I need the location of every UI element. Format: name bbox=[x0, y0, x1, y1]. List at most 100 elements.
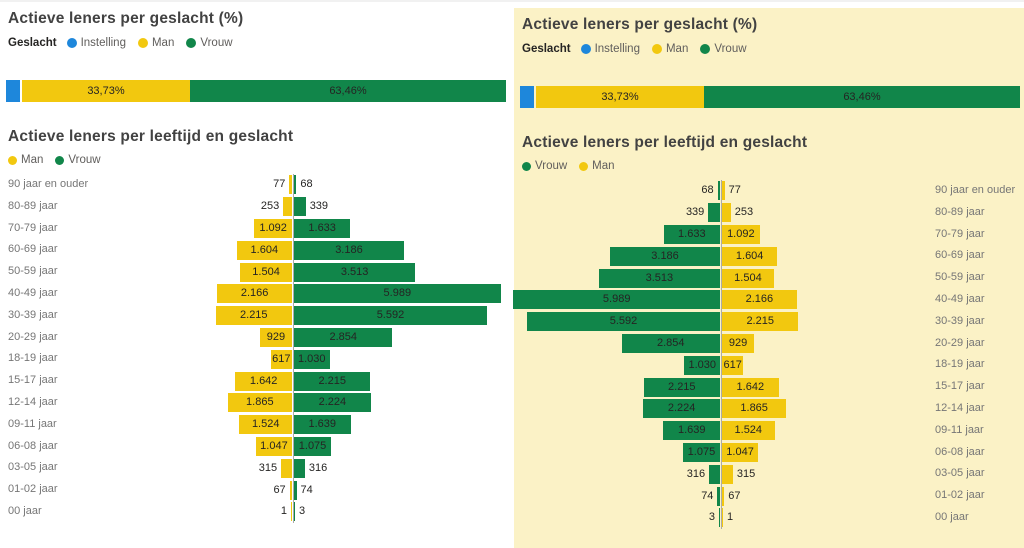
age-axis-label: 09-11 jaar bbox=[935, 423, 984, 436]
vrouw-bar[interactable] bbox=[684, 355, 720, 375]
vrouw-bar[interactable] bbox=[294, 240, 404, 260]
man-bar[interactable] bbox=[227, 393, 292, 413]
vrouw-bar[interactable] bbox=[294, 284, 501, 304]
vrouw-bar[interactable] bbox=[294, 480, 297, 500]
age-axis-label: 20-29 jaar bbox=[8, 330, 58, 343]
man-bar[interactable] bbox=[722, 268, 774, 288]
vrouw-bar[interactable] bbox=[643, 377, 720, 397]
man-bar[interactable] bbox=[722, 225, 760, 244]
vrouw-bar[interactable] bbox=[294, 415, 351, 435]
man-bar[interactable] bbox=[722, 181, 725, 201]
man-bar[interactable] bbox=[722, 377, 779, 397]
age-axis-label: 03-05 jaar bbox=[8, 461, 58, 474]
vrouw-bar[interactable] bbox=[294, 371, 371, 391]
man-bar[interactable] bbox=[722, 464, 733, 484]
instelling-bar-segment[interactable] bbox=[520, 86, 534, 108]
instelling-bar-segment[interactable] bbox=[6, 80, 20, 102]
vrouw-bar[interactable] bbox=[294, 219, 351, 238]
man-bar[interactable] bbox=[722, 355, 744, 375]
vrouw-bar[interactable] bbox=[294, 262, 416, 282]
vrouw-bar[interactable] bbox=[294, 328, 393, 347]
vrouw-bar[interactable] bbox=[294, 502, 295, 522]
bar-value-label: 3 bbox=[708, 511, 715, 524]
vrouw-bar[interactable] bbox=[643, 399, 720, 419]
man-bar[interactable] bbox=[217, 284, 292, 304]
vrouw-bar[interactable] bbox=[708, 203, 720, 223]
vrouw-bar[interactable] bbox=[294, 349, 330, 369]
legend-item-man[interactable]: Man bbox=[8, 154, 43, 166]
legend-item-vrouw[interactable]: Vrouw bbox=[55, 154, 101, 166]
man-bar-segment[interactable]: 33,73% bbox=[21, 80, 190, 102]
bar-value-label: 617 bbox=[272, 352, 291, 365]
man-bar[interactable] bbox=[259, 328, 292, 347]
legend-label: Vrouw bbox=[200, 37, 233, 49]
man-bar[interactable] bbox=[236, 240, 292, 260]
man-bar[interactable] bbox=[722, 334, 755, 353]
man-bar[interactable] bbox=[722, 290, 797, 310]
man-bar[interactable] bbox=[289, 480, 292, 500]
vrouw-bar[interactable] bbox=[621, 334, 720, 353]
vrouw-bar[interactable] bbox=[610, 246, 720, 266]
man-bar[interactable] bbox=[722, 203, 731, 223]
man-bar[interactable] bbox=[722, 486, 725, 506]
man-bar-segment[interactable]: 33,73% bbox=[535, 86, 704, 108]
vrouw-bar[interactable] bbox=[717, 486, 720, 506]
bar-value-label: 5.592 bbox=[609, 315, 638, 328]
man-bar[interactable] bbox=[722, 508, 723, 528]
bar-value-label: 1.047 bbox=[726, 446, 754, 458]
vrouw-bar[interactable] bbox=[717, 181, 720, 201]
man-bar[interactable] bbox=[291, 502, 292, 522]
bar-value-label: 1.604 bbox=[250, 243, 279, 256]
age-axis-label: 70-79 jaar bbox=[935, 227, 985, 240]
man-bar[interactable] bbox=[270, 349, 292, 369]
man-bar[interactable] bbox=[283, 197, 292, 217]
legend-item-vrouw[interactable]: Vrouw bbox=[522, 160, 567, 172]
legend-item-vrouw[interactable]: Vrouw bbox=[700, 43, 747, 55]
vrouw-bar[interactable] bbox=[294, 175, 297, 195]
man-bar[interactable] bbox=[215, 306, 292, 326]
legend-item-vrouw[interactable]: Vrouw bbox=[186, 37, 233, 49]
man-bar[interactable] bbox=[239, 415, 292, 435]
vrouw-bar[interactable] bbox=[294, 458, 305, 478]
man-bar[interactable] bbox=[722, 399, 787, 419]
vrouw-bar[interactable] bbox=[663, 225, 720, 244]
man-bar[interactable] bbox=[281, 458, 292, 478]
vrouw-bar[interactable] bbox=[294, 393, 371, 413]
vrouw-bar[interactable] bbox=[294, 437, 332, 456]
man-bar[interactable] bbox=[235, 371, 292, 391]
vrouw-bar[interactable] bbox=[598, 268, 720, 288]
vrouw-bar[interactable] bbox=[527, 312, 720, 332]
legend-label: Man bbox=[665, 43, 689, 55]
vrouw-bar[interactable] bbox=[513, 290, 720, 310]
age-axis-label: 90 jaar en ouder bbox=[8, 178, 89, 190]
vrouw-swatch-icon bbox=[186, 38, 197, 48]
vrouw-bar[interactable] bbox=[719, 508, 720, 528]
man-bar[interactable] bbox=[722, 443, 759, 462]
vrouw-bar-segment[interactable]: 63,46% bbox=[189, 80, 506, 102]
man-bar[interactable] bbox=[289, 175, 292, 195]
vrouw-swatch-icon bbox=[522, 161, 531, 171]
bar-value-label: 1.524 bbox=[251, 418, 280, 431]
vrouw-bar[interactable] bbox=[294, 306, 487, 326]
legend-item-instelling[interactable]: Instelling bbox=[66, 37, 126, 49]
man-bar[interactable] bbox=[240, 262, 292, 282]
instelling-swatch-icon bbox=[66, 38, 77, 48]
man-bar[interactable] bbox=[722, 421, 775, 441]
vrouw-bar-segment[interactable]: 63,46% bbox=[703, 86, 1020, 108]
instelling-swatch-icon bbox=[580, 44, 591, 54]
man-bar[interactable] bbox=[255, 437, 292, 456]
legend-item-man[interactable]: Man bbox=[579, 160, 615, 172]
man-bar[interactable] bbox=[254, 219, 292, 238]
vrouw-bar[interactable] bbox=[663, 421, 720, 441]
age-axis-label: 40-49 jaar bbox=[8, 287, 58, 299]
man-bar[interactable] bbox=[722, 246, 778, 266]
man-bar[interactable] bbox=[722, 312, 799, 332]
vrouw-bar[interactable] bbox=[294, 197, 306, 217]
vrouw-bar[interactable] bbox=[682, 443, 720, 462]
age-axis-label: 12-14 jaar bbox=[8, 396, 58, 408]
legend-item-man[interactable]: Man bbox=[137, 37, 174, 49]
pyramid-center-axis bbox=[721, 180, 722, 529]
legend-item-instelling[interactable]: Instelling bbox=[580, 43, 640, 55]
legend-item-man[interactable]: Man bbox=[651, 43, 689, 55]
vrouw-bar[interactable] bbox=[709, 464, 720, 484]
